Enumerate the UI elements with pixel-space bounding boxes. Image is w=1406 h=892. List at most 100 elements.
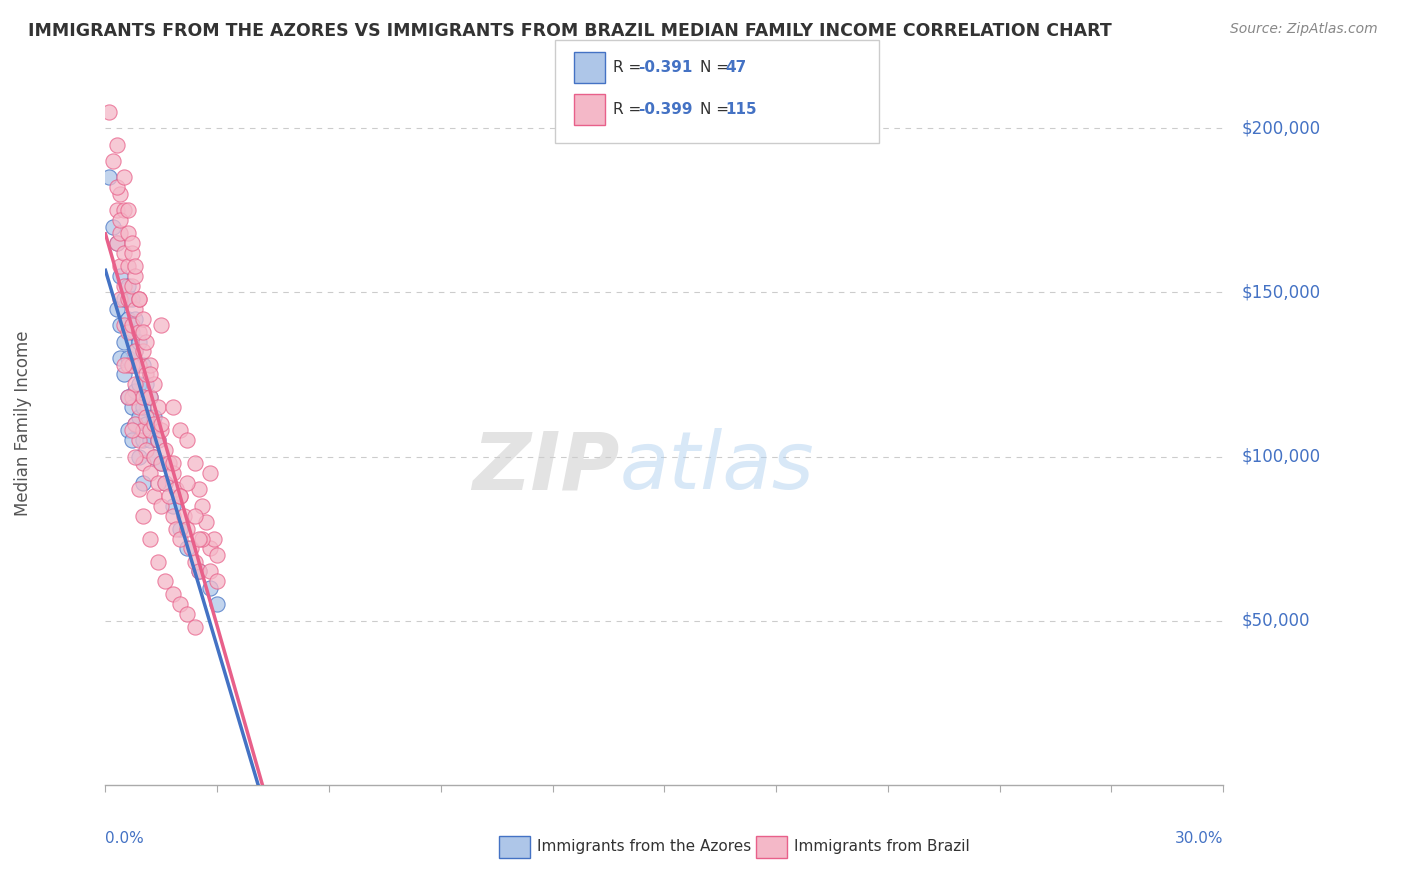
Point <box>184 555 207 569</box>
Point <box>153 442 176 457</box>
Point <box>187 532 209 546</box>
Point <box>150 423 173 437</box>
Point <box>139 391 162 405</box>
Point <box>124 344 146 359</box>
Point <box>132 433 155 447</box>
Point <box>101 153 124 168</box>
Point <box>121 278 143 293</box>
Point <box>176 433 198 447</box>
Point <box>117 391 139 405</box>
Point <box>195 515 218 529</box>
Point <box>146 555 169 569</box>
Point <box>169 532 191 546</box>
Point <box>139 466 162 480</box>
Point <box>128 292 150 306</box>
Point <box>124 311 146 326</box>
Point <box>124 417 146 431</box>
Point <box>165 483 187 497</box>
Point <box>142 450 165 464</box>
Text: R =: R = <box>613 60 647 75</box>
Point <box>105 180 128 194</box>
Text: Source: ZipAtlas.com: Source: ZipAtlas.com <box>1230 22 1378 37</box>
Text: $200,000: $200,000 <box>1241 120 1322 137</box>
Point <box>150 499 173 513</box>
Point <box>187 565 209 579</box>
Point <box>153 574 176 589</box>
Point <box>169 489 191 503</box>
Point <box>135 334 157 349</box>
Point <box>117 423 139 437</box>
Point <box>117 278 139 293</box>
Point <box>128 334 150 349</box>
Point <box>124 268 146 283</box>
Point <box>153 475 176 490</box>
Text: IMMIGRANTS FROM THE AZORES VS IMMIGRANTS FROM BRAZIL MEDIAN FAMILY INCOME CORREL: IMMIGRANTS FROM THE AZORES VS IMMIGRANTS… <box>28 22 1112 40</box>
Point <box>112 358 135 372</box>
Point <box>121 433 143 447</box>
Point <box>132 311 155 326</box>
Point <box>121 318 143 333</box>
Point <box>198 466 221 480</box>
Point <box>135 417 157 431</box>
Point <box>117 259 139 273</box>
Point <box>128 292 150 306</box>
Point <box>105 137 128 152</box>
Point <box>142 450 165 464</box>
Point <box>132 325 155 339</box>
Point <box>132 423 155 437</box>
Point <box>105 203 128 218</box>
Point <box>135 410 157 425</box>
Point <box>139 368 162 382</box>
Point <box>176 522 198 536</box>
Point <box>169 598 191 612</box>
Point <box>112 170 135 185</box>
Text: Immigrants from the Azores: Immigrants from the Azores <box>537 839 751 855</box>
Point <box>128 358 150 372</box>
Point <box>110 318 132 333</box>
Point <box>110 268 132 283</box>
Point <box>121 235 143 250</box>
Point <box>139 358 162 372</box>
Text: $50,000: $50,000 <box>1241 612 1310 630</box>
Point <box>162 499 184 513</box>
Point <box>146 475 169 490</box>
Point <box>162 587 184 601</box>
Text: atlas: atlas <box>620 428 814 506</box>
Point <box>112 368 135 382</box>
Point <box>121 391 143 405</box>
Point <box>117 292 139 306</box>
Point <box>150 417 173 431</box>
Point <box>184 508 207 523</box>
Text: 47: 47 <box>725 60 747 75</box>
Text: $150,000: $150,000 <box>1241 284 1322 301</box>
Point <box>173 508 195 523</box>
Point <box>139 423 162 437</box>
Point <box>117 358 139 372</box>
Point <box>128 433 150 447</box>
Point <box>117 391 139 405</box>
Point <box>132 358 155 372</box>
Point <box>98 104 121 119</box>
Point <box>205 548 228 562</box>
Point <box>176 541 198 556</box>
Point <box>128 450 150 464</box>
Point <box>121 358 143 372</box>
Point <box>176 607 198 622</box>
Point <box>198 541 221 556</box>
Point <box>150 456 173 470</box>
Point <box>132 344 155 359</box>
Point <box>142 417 165 431</box>
Point <box>117 325 139 339</box>
Point <box>132 456 155 470</box>
Point <box>142 377 165 392</box>
Point <box>132 508 155 523</box>
Point <box>135 368 157 382</box>
Text: Immigrants from Brazil: Immigrants from Brazil <box>794 839 970 855</box>
Text: Median Family Income: Median Family Income <box>14 331 32 516</box>
Text: 0.0%: 0.0% <box>105 831 145 846</box>
Point <box>112 334 135 349</box>
Point <box>121 401 143 415</box>
Point <box>121 246 143 260</box>
Point <box>128 325 150 339</box>
Point <box>124 259 146 273</box>
